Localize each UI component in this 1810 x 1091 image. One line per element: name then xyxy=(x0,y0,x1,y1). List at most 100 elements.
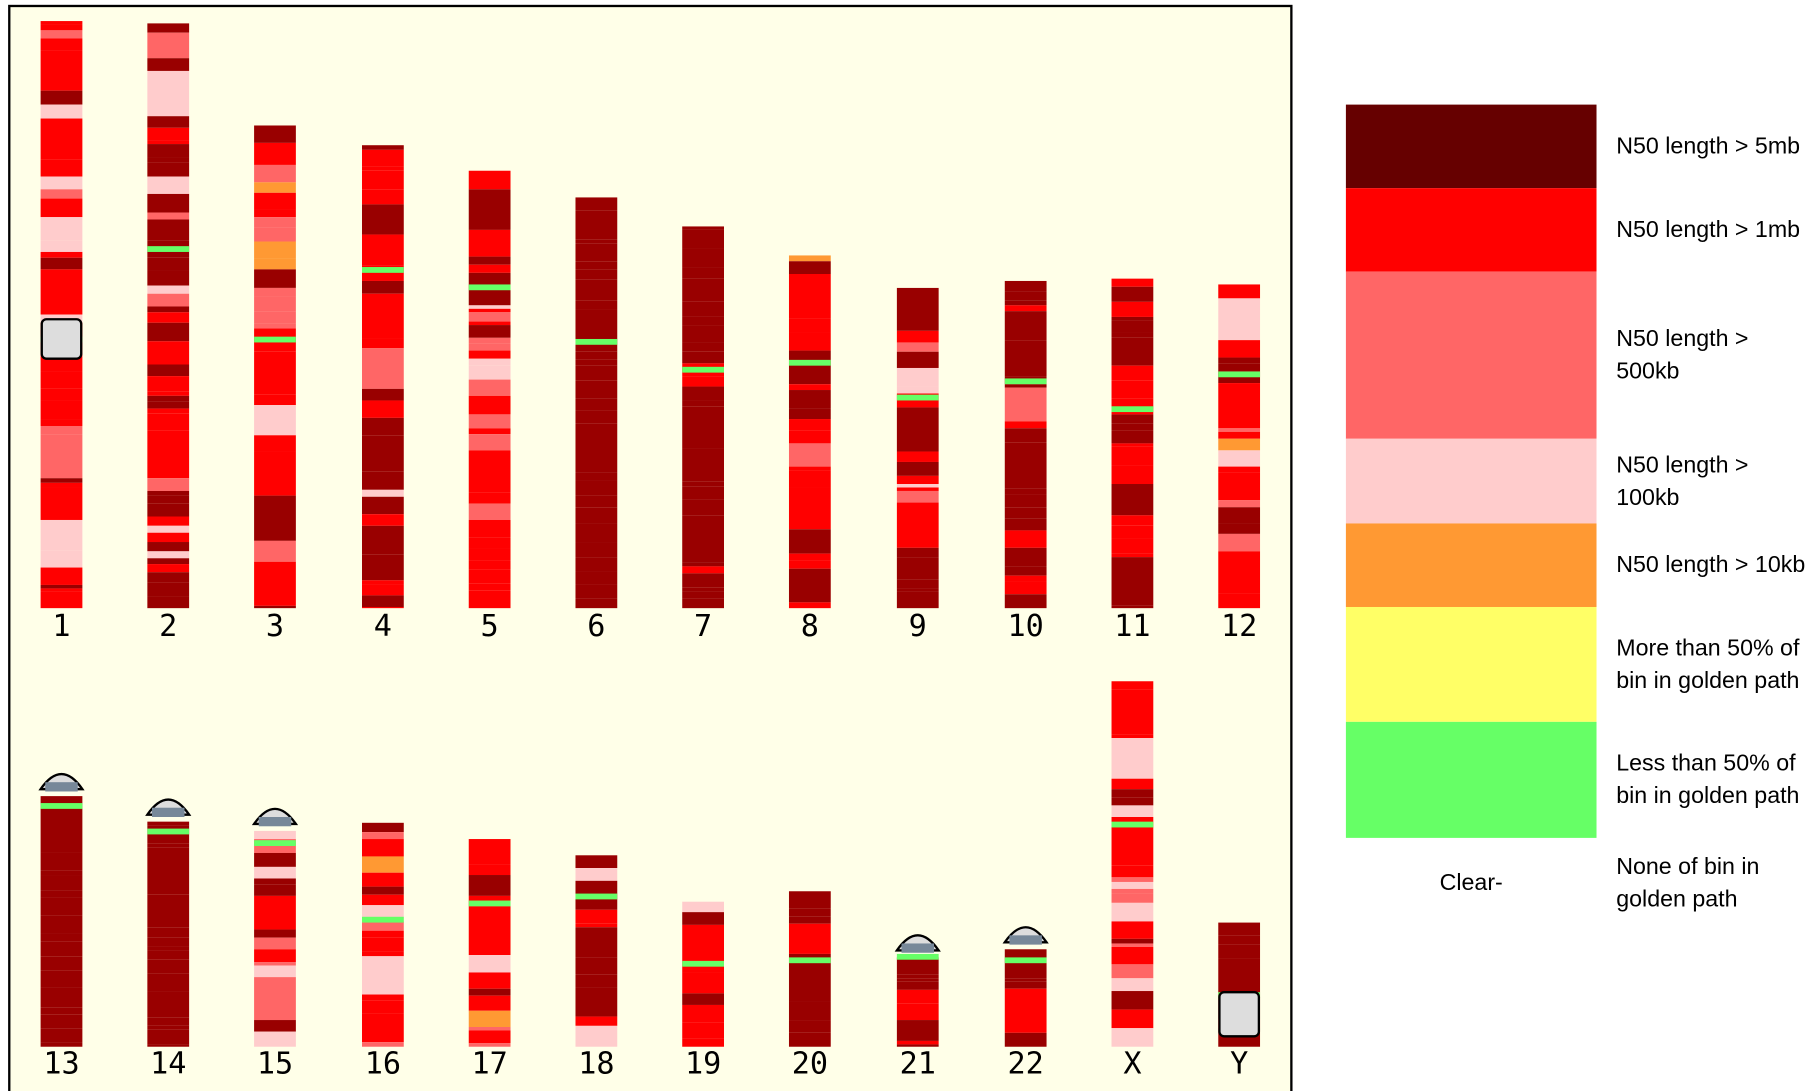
centromere-band xyxy=(40,803,83,809)
bin-band xyxy=(147,894,190,928)
bin-band xyxy=(362,956,404,995)
chromosome-label: 1 xyxy=(52,609,70,644)
bin-band xyxy=(147,991,190,1018)
bin-band xyxy=(468,560,511,570)
bin-band xyxy=(254,451,296,496)
bin-band xyxy=(362,189,404,205)
bin-band xyxy=(788,916,831,924)
centromere-band xyxy=(1004,378,1047,385)
bin-band xyxy=(788,318,831,333)
bin-band xyxy=(1111,881,1154,889)
bin-band xyxy=(468,365,511,380)
bin-band xyxy=(362,204,404,235)
bin-band xyxy=(682,598,724,609)
centromere-band xyxy=(896,394,939,401)
bin-band xyxy=(1218,428,1261,432)
bin-band xyxy=(40,1028,83,1043)
bin-band xyxy=(1111,538,1154,554)
bin-band xyxy=(40,933,83,942)
bin-band xyxy=(40,30,83,39)
chromosome-label: 22 xyxy=(1008,1046,1044,1081)
chromosome-label: X xyxy=(1123,1046,1141,1081)
bin-band xyxy=(362,417,404,436)
bin-band xyxy=(147,516,190,526)
bin-band xyxy=(147,176,190,194)
bin-band xyxy=(896,591,939,609)
bin-band xyxy=(468,1027,511,1031)
bin-band xyxy=(1111,605,1154,609)
bin-band xyxy=(896,490,939,503)
bin-band xyxy=(40,591,83,607)
legend-swatch xyxy=(1345,523,1597,607)
bin-band xyxy=(1111,943,1154,947)
bin-band xyxy=(147,1044,190,1047)
bin-band xyxy=(468,264,511,273)
bin-band xyxy=(147,306,190,313)
bin-band xyxy=(896,461,939,476)
bin-band xyxy=(362,348,404,389)
bin-band xyxy=(40,217,83,241)
bin-band xyxy=(1004,981,1047,989)
bin-band xyxy=(254,605,296,609)
centromere-band xyxy=(254,336,296,343)
bin-band xyxy=(1004,494,1047,508)
bin-band xyxy=(362,951,404,957)
bin-band xyxy=(468,569,511,584)
legend: N50 length > 5mb N50 length > 1mb N50 leng… xyxy=(1345,104,1805,912)
bin-band xyxy=(1111,689,1154,735)
bin-band xyxy=(468,583,511,591)
bin-band xyxy=(1218,357,1261,364)
bin-band xyxy=(1004,442,1047,489)
bin-band xyxy=(468,450,511,493)
bin-band xyxy=(147,391,190,396)
bin-band xyxy=(682,481,724,487)
bin-band xyxy=(147,312,190,323)
legend-label-box: None of bin in golden path xyxy=(1616,854,1759,912)
bin-band xyxy=(254,852,296,867)
bin-band xyxy=(254,341,296,352)
bin-band xyxy=(254,929,296,938)
bin-band xyxy=(1111,337,1154,366)
bin-band xyxy=(896,502,939,548)
bin-band xyxy=(254,435,296,452)
bin-band xyxy=(362,921,404,931)
bin-band xyxy=(468,189,511,230)
bin-band xyxy=(1111,443,1154,447)
bin-band xyxy=(682,573,724,588)
bin-band xyxy=(575,584,618,599)
legend-label-box: Less than 50% of bin in golden path xyxy=(1616,751,1799,809)
bin-band xyxy=(575,987,618,1017)
bin-band xyxy=(1111,797,1154,806)
bin-band xyxy=(788,261,831,274)
bin-band xyxy=(254,949,296,963)
bin-band xyxy=(362,293,404,339)
gap-region xyxy=(1218,991,1261,1038)
bin-band xyxy=(682,406,724,449)
bin-band xyxy=(40,356,83,365)
bin-band xyxy=(40,240,83,252)
bin-band xyxy=(147,70,190,117)
cap-stalk xyxy=(258,817,292,827)
bin-band xyxy=(896,484,939,488)
bin-band xyxy=(468,414,511,429)
bin-band xyxy=(575,261,618,270)
bin-band xyxy=(40,897,83,916)
bin-band xyxy=(896,981,939,990)
bin-band xyxy=(40,805,83,853)
bin-band xyxy=(468,875,511,896)
bin-band xyxy=(468,343,511,351)
bin-band xyxy=(896,989,939,1004)
bin-band xyxy=(362,280,404,294)
bin-band xyxy=(362,471,404,490)
bin-band xyxy=(788,891,831,909)
bin-band xyxy=(254,965,296,978)
bin-band xyxy=(468,358,511,366)
bin-band xyxy=(362,435,404,472)
bin-band xyxy=(40,388,83,401)
bin-band xyxy=(468,305,511,309)
chromosome-label: 10 xyxy=(1008,609,1044,644)
bin-band xyxy=(1111,921,1154,939)
bin-band xyxy=(362,872,404,887)
bin-band xyxy=(1111,902,1154,922)
